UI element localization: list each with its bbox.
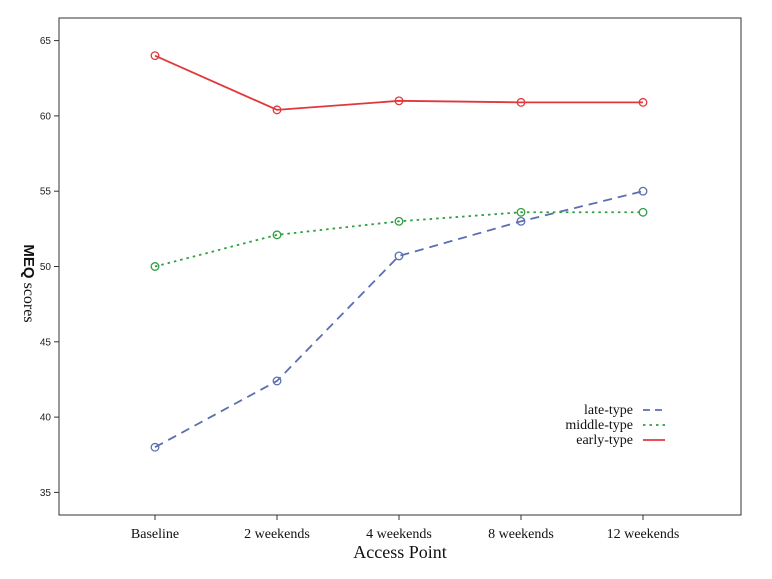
y-axis-title-bold: MEQ [20, 244, 37, 279]
legend-label-early-type: early-type [576, 433, 633, 448]
plot-frame [58, 17, 742, 516]
x-tick-label: Baseline [131, 527, 179, 542]
legend-label-late-type: late-type [584, 403, 633, 418]
series-points [150, 51, 648, 452]
y-axis-title: MEQ scores [20, 244, 37, 322]
y-tick-label: 45 [40, 337, 52, 348]
x-tick-label: 2 weekends [244, 527, 310, 542]
y-tick-label: 55 [40, 187, 52, 198]
data-point-late-type [516, 216, 526, 226]
data-point-early-type [394, 96, 404, 106]
y-axis-ticks: 35 40 45 50 55 60 65 [40, 36, 59, 499]
data-point-late-type [150, 442, 160, 452]
data-point-late-type [394, 251, 404, 261]
data-point-early-type [638, 97, 648, 107]
x-axis-ticks: Baseline 2 weekends 4 weekends 8 weekends 12… [131, 515, 679, 542]
series-line-early-type [154, 54, 643, 111]
series-line-middle-type [154, 211, 643, 268]
data-point-late-type [272, 376, 282, 386]
x-tick-label: 4 weekends [366, 527, 432, 542]
series-lines [154, 54, 644, 449]
data-point-middle-type [516, 207, 526, 217]
x-tick-label: 8 weekends [488, 527, 554, 542]
x-axis-title: Access Point [353, 542, 447, 562]
y-tick-label: 65 [40, 36, 52, 47]
series-line-late-type [154, 190, 644, 449]
data-point-middle-type [150, 262, 160, 271]
data-point-early-type [272, 105, 282, 115]
data-point-early-type [150, 51, 160, 61]
data-point-middle-type [394, 216, 404, 226]
y-tick-label: 60 [40, 111, 52, 122]
data-point-early-type [516, 97, 526, 107]
x-tick-label: 12 weekends [607, 527, 680, 542]
y-tick-label: 35 [40, 488, 52, 499]
y-axis-title-rest: scores [20, 279, 37, 323]
data-point-middle-type [272, 230, 282, 240]
data-point-middle-type [638, 207, 648, 217]
y-tick-label: 40 [40, 413, 52, 424]
y-tick-label: 50 [40, 262, 52, 273]
legend-label-middle-type: middle-type [565, 418, 633, 433]
data-point-late-type [638, 186, 648, 196]
